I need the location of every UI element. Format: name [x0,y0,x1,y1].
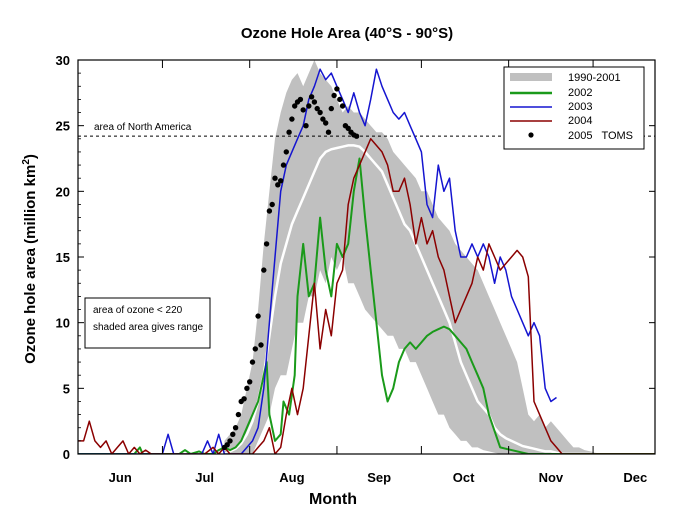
y-tick-label: 10 [56,316,70,331]
point-2005 [261,267,267,273]
legend: 1990-2001 2002 2003 2004 2005 TOMS [503,66,645,150]
y-axis: 0 5 10 15 20 25 30 [56,53,655,462]
legend-label-2004: 2004 [568,115,592,127]
y-axis-label-end: ) [22,154,39,159]
y-axis-label-superscript: 2 [21,159,32,165]
point-2005 [249,359,256,365]
legend-label-2002: 2002 [568,87,592,99]
point-2005 [232,425,239,431]
point-2005 [306,103,312,109]
point-2005 [334,86,340,92]
note-box: area of ozone < 220 shaded area gives ra… [84,297,211,349]
mean-line-1990-2001 [223,144,641,454]
point-2005 [345,125,351,131]
point-2005 [300,107,306,113]
y-tick-label: 5 [63,381,70,396]
x-tick-label: Aug [279,470,304,485]
point-2005 [317,109,323,116]
series-line-2002 [78,157,655,454]
point-2005 [325,129,332,135]
point-2005 [283,149,289,155]
y-tick-label: 30 [56,53,70,68]
legend-label-2003: 2003 [568,101,592,113]
legend-swatch-2005 [528,132,534,138]
point-2005 [224,442,230,448]
point-2005 [314,105,320,112]
point-2005 [275,182,281,188]
point-2005 [353,133,360,139]
point-2005 [255,313,261,319]
point-2005 [311,99,318,105]
point-2005 [320,116,326,122]
x-tick-label: Sep [367,470,391,485]
point-2005 [263,241,270,247]
point-2005 [241,396,247,402]
point-2005 [244,385,250,391]
reference-line-label: area of North America [94,122,192,133]
x-tick-label: Dec [623,470,647,485]
note-line-2: shaded area gives range [93,322,204,333]
x-tick-label: Jul [195,470,214,485]
series-line-2003 [78,68,557,454]
point-2005 [269,201,275,208]
point-2005 [235,411,242,418]
x-axis-label: Month [309,491,357,508]
point-2005 [280,162,287,168]
point-2005 [339,103,346,109]
y-axis-label: Ozone hole area (million km2) [21,154,39,364]
legend-label-2005: 2005 TOMS [568,130,633,142]
series-line-2004 [78,138,655,454]
y-tick-label: 15 [56,250,70,265]
point-2005 [337,96,343,103]
point-2005 [331,92,337,99]
point-2005 [247,379,253,385]
y-tick-label: 20 [56,184,70,199]
point-2005 [292,103,298,109]
x-tick-label: Jun [109,470,132,485]
point-2005 [258,342,264,348]
x-tick-label: Nov [539,470,564,485]
note-line-1: area of ozone < 220 [93,305,183,316]
point-2005 [308,94,315,100]
point-2005 [252,346,258,352]
y-axis-label-main: Ozone hole area (million km [22,165,39,364]
plot-area [78,60,655,454]
y-tick-label: 25 [56,119,70,134]
chart-title: Ozone Hole Area (40°S - 90°S) [241,25,453,42]
point-2005 [289,116,295,122]
y-tick-label: 0 [63,447,70,462]
legend-swatch-1990-2001 [510,73,552,81]
x-axis: Jun Jul Aug Sep Oct Nov Dec [77,60,647,485]
point-2005 [303,123,309,129]
point-2005 [230,431,236,437]
point-2005 [286,129,292,135]
point-2005 [297,96,304,103]
point-2005 [266,208,273,214]
point-2005 [272,175,278,181]
band-1990-2001 [224,60,641,454]
x-tick-label: Oct [453,470,475,485]
point-2005 [328,105,334,112]
point-2005 [323,120,329,126]
point-2005 [227,438,233,444]
point-2005 [278,178,284,184]
legend-label-1990-2001: 1990-2001 [568,72,621,84]
